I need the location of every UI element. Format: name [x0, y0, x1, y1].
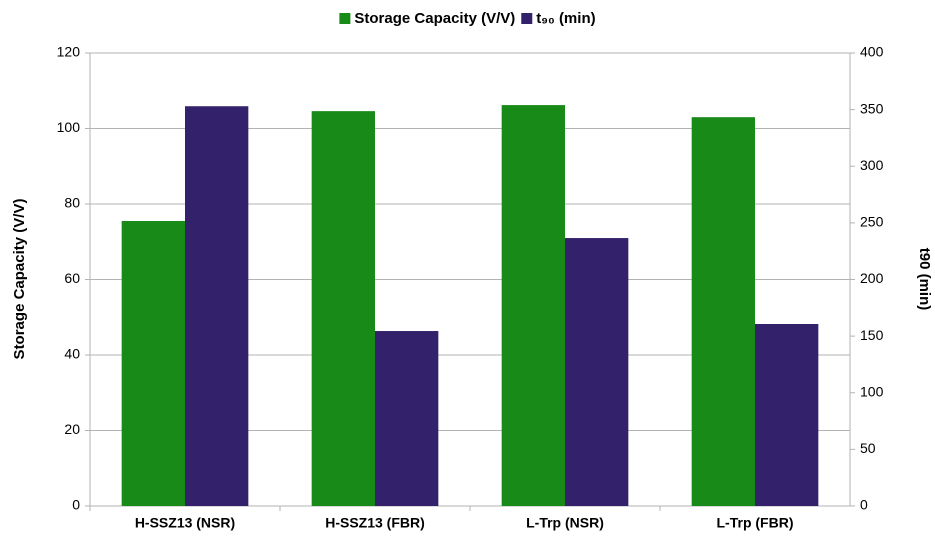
y-tick-label: 0: [72, 497, 80, 513]
y-tick-label: 20: [64, 421, 80, 437]
bar: [691, 117, 755, 507]
y2-tick-label: 350: [860, 100, 884, 116]
legend-label: Storage Capacity (V/V): [354, 10, 515, 27]
bar: [121, 220, 185, 507]
y2-tick-label: 300: [860, 157, 884, 173]
y2-tick-label: 250: [860, 214, 884, 230]
bar: [375, 331, 439, 506]
y-tick-label: 80: [64, 195, 80, 211]
y2-tick-label: 100: [860, 383, 884, 399]
y2-axis-title: t90 (min): [916, 248, 933, 311]
legend-swatch: [339, 13, 351, 24]
bar: [185, 106, 249, 506]
y2-tick-label: 150: [860, 327, 884, 343]
x-tick-label: L-Trp (FBR): [717, 515, 794, 531]
bar: [755, 324, 819, 506]
legend-swatch: [521, 13, 533, 24]
y2-tick-label: 50: [860, 440, 876, 456]
y2-tick-label: 0: [860, 497, 868, 513]
y-tick-label: 60: [64, 270, 80, 286]
bar: [565, 238, 629, 506]
legend-label: t₉₀ (min): [536, 10, 595, 27]
y-tick-label: 40: [64, 346, 80, 362]
x-tick-label: H-SSZ13 (NSR): [135, 515, 235, 531]
y-tick-label: 120: [57, 44, 81, 60]
y2-tick-label: 200: [860, 270, 884, 286]
bar: [501, 105, 565, 506]
y2-tick-label: 400: [860, 44, 884, 60]
bar: [311, 111, 375, 506]
y-axis-title: Storage Capacity (V/V): [11, 199, 28, 360]
y-tick-label: 100: [57, 119, 81, 135]
x-tick-label: H-SSZ13 (FBR): [325, 515, 425, 531]
x-tick-label: L-Trp (NSR): [526, 515, 604, 531]
